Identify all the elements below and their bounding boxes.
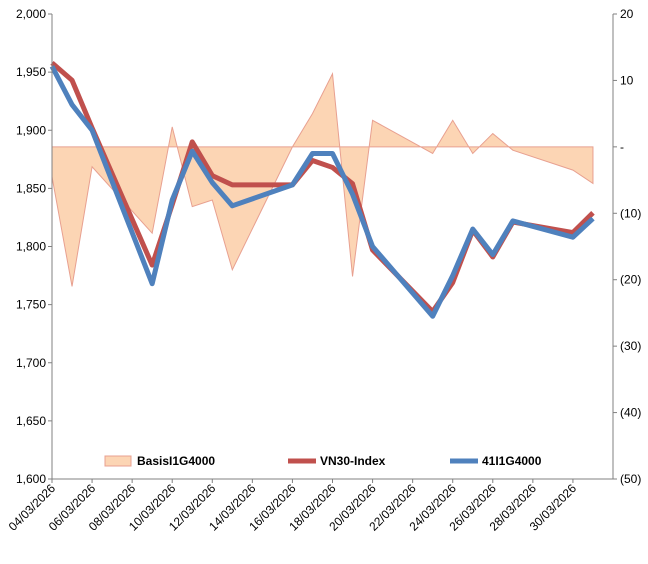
y2-tick-label: 20 [620,7,634,21]
y-tick-label: 1,800 [16,240,46,254]
y-tick-label: 1,750 [16,298,46,312]
y-tick-label: 1,700 [16,356,46,370]
y2-tick-label: (40) [620,406,641,420]
y-tick-label: 1,600 [16,472,46,486]
legend-label: VN30-Index [320,454,386,468]
y-tick-label: 1,850 [16,181,46,195]
y2-tick-label: - [620,140,624,154]
legend: BasisI1G4000 VN30-Index 41I1G4000 [104,454,542,468]
y2-tick-label: (50) [620,472,641,486]
legend-swatch [104,455,132,467]
basis-area [51,72,594,287]
legend-label: BasisI1G4000 [137,454,215,468]
series-line [49,65,595,319]
y-tick-label: 1,650 [16,414,46,428]
y2-tick-label: (20) [620,273,641,287]
y-tick-label: 1,950 [16,65,46,79]
legend-label: 41I1G4000 [482,454,542,468]
y2-tick-label: (10) [620,206,641,220]
y-tick-label: 1,900 [16,123,46,137]
y-tick-label: 2,000 [16,7,46,21]
y2-tick-label: (30) [620,339,641,353]
y2-tick-label: 10 [620,73,634,87]
